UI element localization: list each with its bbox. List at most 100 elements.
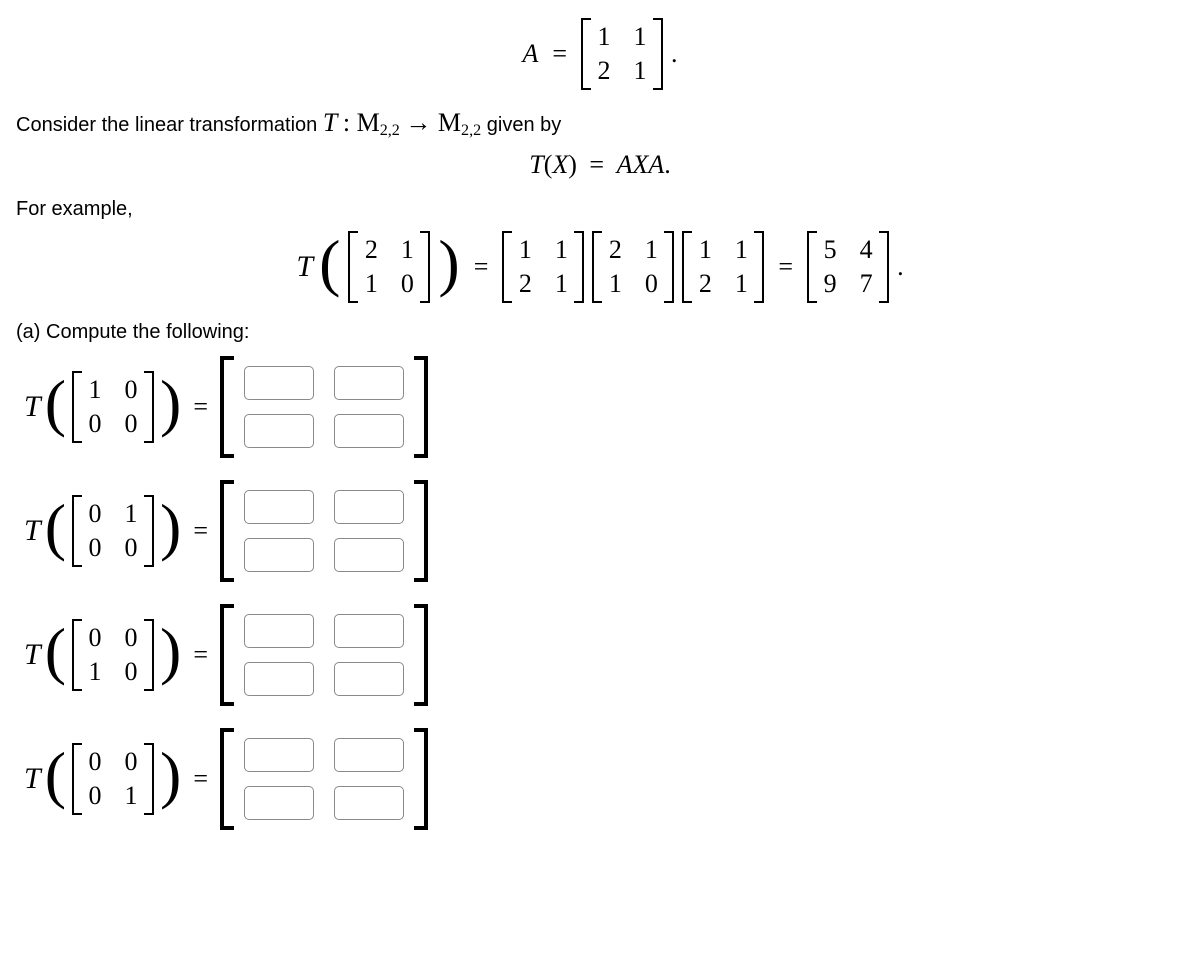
TX-A2: A <box>648 150 664 179</box>
intro-colon: : <box>343 108 357 137</box>
example-m2: 21 10 <box>592 231 674 303</box>
compute-row-3: T ( 0 0 1 0 ) = <box>24 602 1184 708</box>
m3-11: 1 <box>698 235 712 265</box>
ex-eq1: = <box>468 252 495 282</box>
example-m1: 11 21 <box>502 231 584 303</box>
answer-3-21[interactable] <box>244 662 314 696</box>
basis-1-12: 0 <box>124 375 138 405</box>
basis-matrix-1: 1 0 0 0 <box>72 371 154 443</box>
basis-2-21: 0 <box>88 533 102 563</box>
basis-2-22: 0 <box>124 533 138 563</box>
intro-arrow: → <box>405 108 438 137</box>
basis-4-11: 0 <box>88 747 102 777</box>
equals-glyph: = <box>187 516 214 546</box>
intro-M2: M2,2 <box>438 108 481 137</box>
answer-4-22[interactable] <box>334 786 404 820</box>
example-m3: 11 21 <box>682 231 764 303</box>
TX-equals: = <box>583 150 610 179</box>
basis-matrix-2: 0 1 0 0 <box>72 495 154 567</box>
intro-T: T <box>323 108 337 137</box>
basis-3-21: 1 <box>88 657 102 687</box>
A-21: 2 <box>597 56 611 86</box>
intro-given: given by <box>487 114 562 136</box>
definition-T: T(X) = AXA. <box>16 150 1184 180</box>
m2-12: 1 <box>644 235 658 265</box>
A-12: 1 <box>633 22 647 52</box>
basis-3-11: 0 <box>88 623 102 653</box>
answer-matrix-2 <box>220 478 428 584</box>
T-glyph: T <box>24 514 41 548</box>
compute-row-1: T ( 1 0 0 0 ) = <box>24 354 1184 460</box>
basis-4-22: 1 <box>124 781 138 811</box>
ex-out-22: 7 <box>859 269 873 299</box>
m2-11: 2 <box>608 235 622 265</box>
TX-A1: A <box>617 150 633 179</box>
answer-1-12[interactable] <box>334 366 404 400</box>
equals-glyph: = <box>187 764 214 794</box>
answer-2-11[interactable] <box>244 490 314 524</box>
basis-2-12: 1 <box>124 499 138 529</box>
basis-matrix-4: 0 0 0 1 <box>72 743 154 815</box>
answer-matrix-3 <box>220 602 428 708</box>
basis-2-11: 0 <box>88 499 102 529</box>
ex-in-22: 0 <box>400 269 414 299</box>
period: . <box>671 39 678 69</box>
basis-3-22: 0 <box>124 657 138 687</box>
basis-3-12: 0 <box>124 623 138 653</box>
answer-4-11[interactable] <box>244 738 314 772</box>
part-a-label: (a) Compute the following: <box>16 321 1184 344</box>
T-glyph: T <box>24 390 41 424</box>
T-glyph: T <box>24 762 41 796</box>
answer-3-12[interactable] <box>334 614 404 648</box>
definition-A: A = 1 1 2 1 . <box>16 18 1184 90</box>
ex-out-11: 5 <box>823 235 837 265</box>
answer-1-21[interactable] <box>244 414 314 448</box>
answer-matrix-1 <box>220 354 428 460</box>
m1-21: 2 <box>518 269 532 299</box>
answer-2-12[interactable] <box>334 490 404 524</box>
ex-out-21: 9 <box>823 269 837 299</box>
TX-period: . <box>664 150 671 179</box>
equals-glyph: = <box>187 392 214 422</box>
ex-period: . <box>897 252 904 282</box>
basis-1-21: 0 <box>88 409 102 439</box>
worked-example: T ( 2 1 1 0 ) = 11 21 21 10 <box>16 231 1184 303</box>
compute-row-2: T ( 0 1 0 0 ) = <box>24 478 1184 584</box>
basis-1-22: 0 <box>124 409 138 439</box>
for-example-label: For example, <box>16 198 1184 221</box>
TX-close: ) <box>568 150 577 179</box>
answer-3-11[interactable] <box>244 614 314 648</box>
answer-1-11[interactable] <box>244 366 314 400</box>
A-11: 1 <box>597 22 611 52</box>
ex-in-21: 1 <box>364 269 378 299</box>
answer-2-22[interactable] <box>334 538 404 572</box>
basis-matrix-3: 0 0 1 0 <box>72 619 154 691</box>
T-glyph: T <box>24 638 41 672</box>
TX-X: X <box>552 150 568 179</box>
m2-21: 1 <box>608 269 622 299</box>
m3-21: 2 <box>698 269 712 299</box>
answer-2-21[interactable] <box>244 538 314 572</box>
answer-4-21[interactable] <box>244 786 314 820</box>
TX-T: T <box>529 150 543 179</box>
m2-22: 0 <box>644 269 658 299</box>
ex-in-12: 1 <box>400 235 414 265</box>
answer-3-22[interactable] <box>334 662 404 696</box>
ex-eq2: = <box>772 252 799 282</box>
ex-out-12: 4 <box>859 235 873 265</box>
basis-4-12: 0 <box>124 747 138 777</box>
example-T: T <box>296 250 313 284</box>
equals-glyph: = <box>187 640 214 670</box>
m1-11: 1 <box>518 235 532 265</box>
example-output-matrix: 5 4 9 7 <box>807 231 889 303</box>
basis-4-21: 0 <box>88 781 102 811</box>
answer-4-12[interactable] <box>334 738 404 772</box>
basis-1-11: 1 <box>88 375 102 405</box>
m1-12: 1 <box>554 235 568 265</box>
m3-22: 1 <box>734 269 748 299</box>
A-matrix: 1 1 2 1 <box>581 18 663 90</box>
m3-12: 1 <box>734 235 748 265</box>
A-22: 1 <box>633 56 647 86</box>
answer-matrix-4 <box>220 726 428 832</box>
answer-1-22[interactable] <box>334 414 404 448</box>
